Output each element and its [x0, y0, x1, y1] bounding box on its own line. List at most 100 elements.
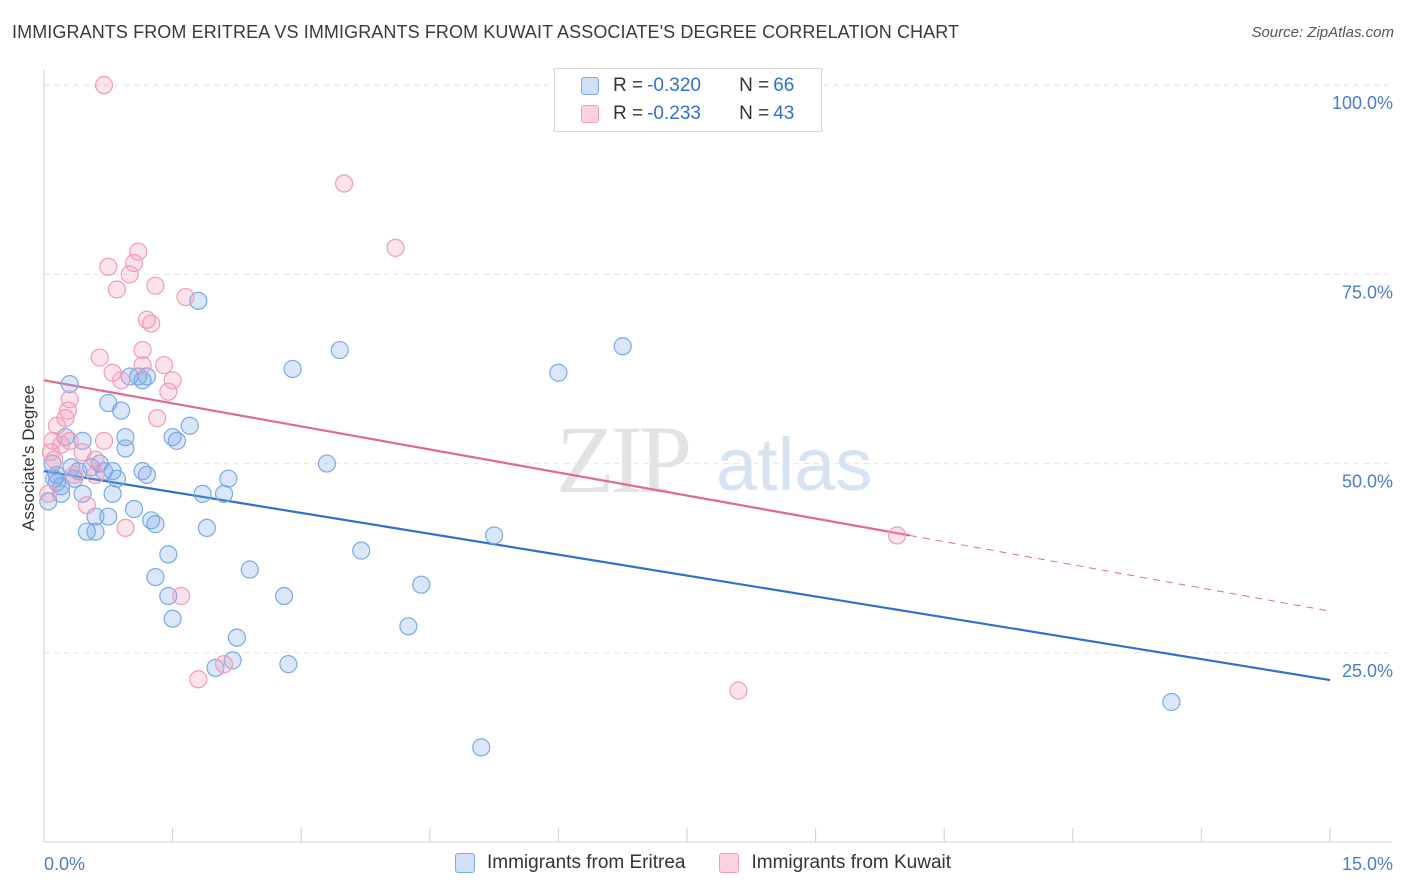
- x-tick-label: 0.0%: [44, 854, 85, 874]
- point-kuwait: [45, 450, 64, 469]
- point-eritrea: [137, 367, 156, 386]
- point-eritrea: [279, 655, 298, 674]
- y-tick-label: 100.0%: [1332, 93, 1393, 113]
- point-eritrea: [197, 518, 216, 538]
- point-eritrea: [73, 484, 92, 503]
- x-tick-label: 15.0%: [1342, 854, 1393, 874]
- point-eritrea: [352, 541, 371, 560]
- point-kuwait: [386, 238, 405, 257]
- point-kuwait: [116, 518, 135, 538]
- legend-n-label: N =: [739, 103, 770, 124]
- legend-swatch-kuwait: [581, 105, 599, 123]
- point-kuwait: [133, 356, 152, 375]
- point-eritrea: [283, 359, 302, 379]
- point-kuwait: [159, 382, 178, 401]
- point-eritrea: [613, 337, 632, 356]
- point-kuwait: [146, 276, 165, 295]
- legend-label-eritrea: Immigrants from Eritrea: [486, 852, 686, 873]
- point-eritrea: [86, 522, 105, 541]
- legend-r-value: -0.233: [647, 103, 701, 124]
- tick-labels: 25.0% 50.0% 75.0% 100.0% 0.0% 15.0%: [44, 93, 1393, 874]
- legend-item-kuwait[interactable]: Immigrants from Kuwait: [719, 852, 951, 874]
- point-eritrea: [103, 484, 122, 503]
- point-eritrea: [146, 567, 165, 587]
- point-eritrea: [214, 484, 234, 503]
- source-credit: Source: ZipAtlas.com: [1251, 24, 1394, 41]
- point-eritrea: [60, 374, 79, 394]
- point-eritrea: [317, 454, 337, 473]
- point-kuwait: [52, 435, 71, 454]
- point-kuwait: [334, 174, 354, 193]
- point-kuwait: [86, 450, 105, 469]
- point-eritrea: [206, 658, 225, 678]
- point-kuwait: [99, 257, 118, 276]
- legend-n-value: 66: [773, 75, 795, 96]
- point-eritrea: [193, 484, 212, 503]
- axes: [43, 70, 1392, 843]
- legend-swatch-eritrea: [581, 77, 599, 95]
- point-eritrea: [227, 628, 246, 647]
- point-kuwait: [58, 401, 78, 420]
- trend-line-kuwait: [43, 379, 911, 537]
- point-kuwait: [86, 465, 105, 485]
- point-eritrea: [116, 439, 135, 458]
- trend-line-eritrea: [43, 470, 1331, 682]
- point-kuwait: [107, 280, 126, 299]
- point-eritrea: [549, 363, 568, 382]
- point-kuwait: [142, 314, 161, 333]
- legend-n-label: N =: [739, 75, 770, 96]
- point-kuwait: [60, 390, 79, 409]
- point-kuwait: [64, 465, 84, 485]
- watermark-zip: ZIP: [556, 406, 689, 513]
- point-kuwait: [94, 431, 114, 450]
- point-kuwait: [112, 371, 131, 390]
- y-tick-label: 75.0%: [1342, 282, 1393, 302]
- point-eritrea: [330, 340, 349, 360]
- point-kuwait: [39, 484, 58, 503]
- legend-row-kuwait: R = -0.233 N = 43: [581, 101, 794, 127]
- point-eritrea: [399, 617, 418, 636]
- point-eritrea: [99, 507, 118, 526]
- point-kuwait: [94, 76, 114, 95]
- point-eritrea: [159, 586, 178, 606]
- point-kuwait: [60, 431, 79, 450]
- point-eritrea: [472, 738, 491, 757]
- legend-item-eritrea[interactable]: Immigrants from Eritrea: [454, 852, 686, 874]
- point-kuwait: [214, 655, 234, 674]
- legend-r-label: R =: [613, 103, 644, 124]
- point-eritrea: [47, 465, 66, 485]
- point-kuwait: [154, 356, 174, 375]
- legend-swatch-kuwait: [719, 853, 740, 873]
- point-eritrea: [274, 586, 294, 606]
- point-eritrea: [112, 401, 131, 420]
- point-kuwait: [77, 496, 96, 515]
- point-eritrea: [167, 431, 186, 450]
- point-kuwait: [133, 340, 152, 360]
- point-kuwait: [129, 242, 148, 261]
- legend-swatch-eritrea: [454, 853, 475, 873]
- trend-line-kuwait-extension: [909, 534, 1331, 612]
- point-kuwait: [120, 265, 139, 284]
- point-kuwait: [172, 586, 191, 606]
- point-eritrea: [240, 560, 259, 579]
- y-tick-label: 25.0%: [1342, 661, 1393, 681]
- trend-lines: [43, 379, 1331, 682]
- y-axis-label: Associate's Degree: [19, 385, 38, 531]
- stats-legend: R = -0.320 N = 66 R = -0.233 N = 43: [554, 68, 822, 132]
- legend-label-kuwait: Immigrants from Kuwait: [751, 852, 952, 873]
- legend-r-label: R =: [613, 75, 644, 96]
- point-eritrea: [485, 526, 504, 545]
- legend-n-value: 43: [773, 103, 795, 124]
- point-eritrea: [107, 469, 126, 488]
- point-eritrea: [146, 515, 165, 534]
- point-kuwait: [124, 253, 144, 273]
- point-eritrea: [180, 416, 199, 435]
- point-kuwait: [163, 371, 182, 390]
- point-eritrea: [412, 575, 431, 594]
- point-eritrea: [52, 484, 71, 503]
- data-points: [39, 76, 1181, 757]
- point-eritrea: [163, 609, 182, 628]
- point-eritrea: [1162, 692, 1181, 712]
- point-kuwait: [729, 681, 748, 700]
